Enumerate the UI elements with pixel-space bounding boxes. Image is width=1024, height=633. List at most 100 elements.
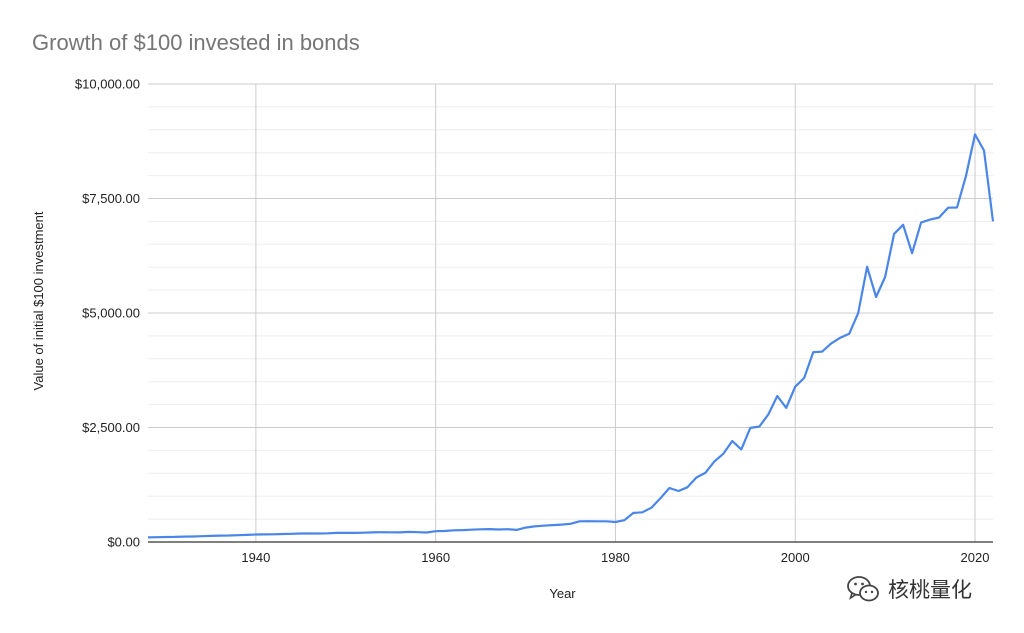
- data-point[interactable]: [595, 519, 599, 523]
- x-tick-label: 2000: [781, 550, 810, 565]
- data-point[interactable]: [254, 533, 258, 537]
- data-point[interactable]: [694, 476, 698, 480]
- data-point[interactable]: [820, 350, 824, 354]
- data-point[interactable]: [730, 439, 734, 443]
- data-point[interactable]: [685, 485, 689, 489]
- data-point[interactable]: [209, 534, 213, 538]
- data-point[interactable]: [497, 528, 501, 532]
- data-point[interactable]: [317, 531, 321, 535]
- data-point[interactable]: [281, 532, 285, 536]
- data-point[interactable]: [191, 535, 195, 539]
- data-point[interactable]: [928, 218, 932, 222]
- data-point[interactable]: [955, 206, 959, 210]
- data-point[interactable]: [793, 385, 797, 389]
- data-point[interactable]: [236, 533, 240, 537]
- data-point[interactable]: [416, 530, 420, 534]
- chart-title: Growth of $100 invested in bonds: [32, 30, 360, 55]
- data-point[interactable]: [470, 528, 474, 532]
- data-point[interactable]: [245, 533, 249, 537]
- data-point[interactable]: [919, 220, 923, 224]
- data-point[interactable]: [739, 447, 743, 451]
- data-point[interactable]: [847, 332, 851, 336]
- data-point[interactable]: [811, 350, 815, 354]
- data-point[interactable]: [290, 532, 294, 536]
- data-point[interactable]: [784, 406, 788, 410]
- data-point[interactable]: [146, 535, 150, 539]
- data-point[interactable]: [658, 496, 662, 500]
- data-point[interactable]: [434, 529, 438, 533]
- data-point[interactable]: [910, 251, 914, 255]
- data-point[interactable]: [569, 522, 573, 526]
- data-point[interactable]: [865, 265, 869, 269]
- data-point[interactable]: [946, 206, 950, 210]
- data-point[interactable]: [164, 535, 168, 539]
- data-point[interactable]: [479, 527, 483, 531]
- data-point[interactable]: [856, 311, 860, 315]
- data-point[interactable]: [982, 149, 986, 153]
- x-tick-label: 2020: [961, 550, 990, 565]
- data-point[interactable]: [676, 489, 680, 493]
- data-point[interactable]: [551, 523, 555, 527]
- data-point[interactable]: [326, 531, 330, 535]
- data-point[interactable]: [227, 533, 231, 537]
- data-point[interactable]: [398, 530, 402, 534]
- data-point[interactable]: [604, 519, 608, 523]
- data-point[interactable]: [991, 219, 995, 223]
- data-point[interactable]: [883, 275, 887, 279]
- data-point[interactable]: [182, 535, 186, 539]
- data-point[interactable]: [802, 376, 806, 380]
- data-point[interactable]: [371, 530, 375, 534]
- data-point[interactable]: [407, 530, 411, 534]
- data-point[interactable]: [586, 519, 590, 523]
- data-point[interactable]: [155, 535, 159, 539]
- data-point[interactable]: [272, 532, 276, 536]
- data-point[interactable]: [973, 132, 977, 136]
- data-point[interactable]: [640, 510, 644, 514]
- data-point[interactable]: [452, 528, 456, 532]
- data-point[interactable]: [667, 486, 671, 490]
- data-point[interactable]: [200, 534, 204, 538]
- data-point[interactable]: [263, 532, 267, 536]
- data-point[interactable]: [542, 524, 546, 528]
- data-point[interactable]: [353, 531, 357, 535]
- data-point[interactable]: [425, 531, 429, 535]
- data-point[interactable]: [631, 511, 635, 515]
- data-point[interactable]: [443, 529, 447, 533]
- data-point[interactable]: [218, 534, 222, 538]
- data-point[interactable]: [524, 526, 528, 530]
- data-point[interactable]: [389, 530, 393, 534]
- data-point[interactable]: [829, 341, 833, 345]
- data-point[interactable]: [649, 506, 653, 510]
- data-point[interactable]: [533, 524, 537, 528]
- series-line[interactable]: [147, 133, 995, 539]
- data-point[interactable]: [964, 174, 968, 178]
- data-point[interactable]: [362, 531, 366, 535]
- data-point[interactable]: [721, 452, 725, 456]
- data-point[interactable]: [344, 531, 348, 535]
- data-point[interactable]: [748, 426, 752, 430]
- data-point[interactable]: [892, 232, 896, 236]
- data-point[interactable]: [173, 535, 177, 539]
- data-point[interactable]: [461, 528, 465, 532]
- data-point[interactable]: [901, 223, 905, 227]
- data-point[interactable]: [380, 530, 384, 534]
- data-point[interactable]: [937, 216, 941, 220]
- data-point[interactable]: [506, 527, 510, 531]
- data-point[interactable]: [703, 471, 707, 475]
- data-point[interactable]: [515, 528, 519, 532]
- data-point[interactable]: [488, 527, 492, 531]
- data-point[interactable]: [757, 425, 761, 429]
- data-point[interactable]: [712, 459, 716, 463]
- data-point[interactable]: [613, 520, 617, 524]
- data-point[interactable]: [299, 531, 303, 535]
- data-point[interactable]: [622, 518, 626, 522]
- data-point[interactable]: [560, 523, 564, 527]
- data-point[interactable]: [775, 394, 779, 398]
- data-point[interactable]: [838, 336, 842, 340]
- data-point[interactable]: [874, 295, 878, 299]
- wechat-icon: [847, 576, 879, 602]
- data-point[interactable]: [308, 531, 312, 535]
- data-point[interactable]: [766, 413, 770, 417]
- data-point[interactable]: [335, 531, 339, 535]
- data-point[interactable]: [577, 519, 581, 523]
